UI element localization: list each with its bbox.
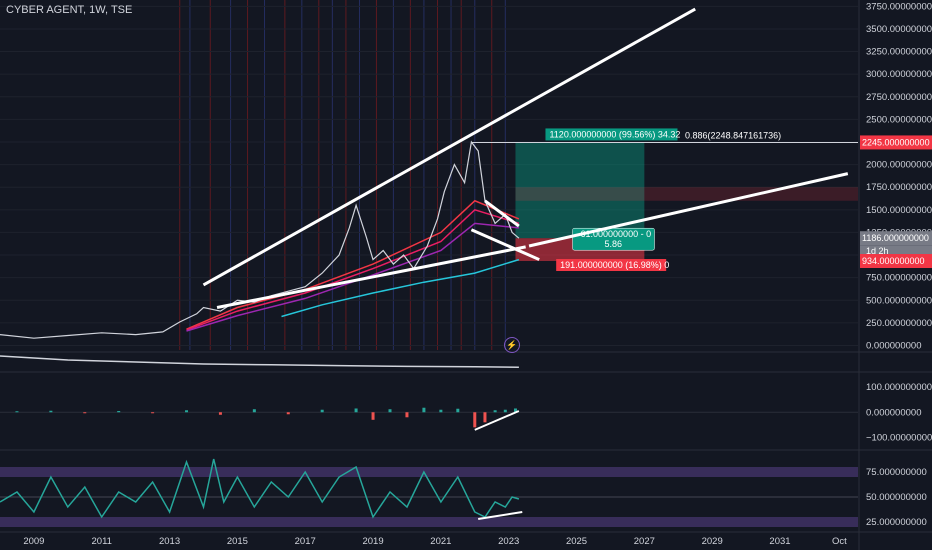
price-tick-label: 3000.000000000	[866, 69, 932, 80]
oscillator-trendline	[474, 410, 520, 431]
oscillator-bar	[503, 409, 507, 413]
volume-pane	[0, 355, 519, 368]
oscillator-bar	[473, 412, 477, 428]
current-price-tag-countdown: 1d 2h	[866, 246, 889, 256]
time-tick-label: 2021	[430, 536, 451, 547]
time-tick-label: 2027	[634, 536, 655, 547]
resistance-zone	[515, 187, 858, 201]
oscillator-tick-label: −100.000000000	[866, 432, 932, 443]
oscillator-bar	[439, 409, 443, 413]
trendline	[202, 7, 696, 287]
oscillator-bar	[483, 412, 487, 423]
long-position-profit-zone	[515, 142, 645, 239]
current-price-tag: 1186.000000000	[862, 233, 929, 243]
target-price-tag: 2245.000000000	[862, 137, 930, 147]
event-vertical-lines	[179, 0, 506, 350]
time-tick-label: 2013	[159, 536, 180, 547]
oscillator-bar	[513, 408, 517, 413]
price-tick-label: 1500.000000000	[866, 205, 932, 216]
volume-line	[0, 355, 519, 368]
oscillator-bar	[286, 412, 290, 415]
fib-label: 0.886(2248.847161736)	[685, 130, 781, 140]
profit-label: 1120.000000000 (99.56%) 34.32	[549, 129, 680, 139]
moving-average-line	[186, 199, 520, 330]
oscillator-bar	[320, 409, 324, 413]
oscillator-bar	[456, 408, 460, 413]
price-tick-label: 2750.000000000	[866, 92, 932, 103]
center-label-line-2: 5.86	[605, 239, 623, 249]
time-tick-label: 2029	[702, 536, 723, 547]
moving-average-line	[186, 208, 520, 331]
loss-label: 191.000000000 (16.98%) 0	[560, 260, 669, 270]
rsi-lower-band	[0, 517, 858, 527]
trendline	[470, 228, 540, 261]
oscillator-bar	[117, 411, 121, 413]
price-tick-label: 500.000000000	[866, 295, 932, 306]
price-line	[0, 140, 520, 339]
price-tick-label: 250.000000000	[866, 318, 932, 329]
oscillator-bar	[83, 412, 87, 414]
loss-label-bg	[556, 259, 667, 272]
price-tick-label: 2000.000000000	[866, 160, 932, 171]
moving-average-line	[281, 258, 520, 318]
rsi-pane	[0, 458, 858, 527]
time-tick-label: 2025	[566, 536, 587, 547]
target-price-tag-bg	[860, 135, 932, 150]
time-tick-label: Oct	[832, 536, 847, 547]
chart-title: CYBER AGENT, 1W, TSE	[6, 4, 133, 16]
trendline	[484, 199, 520, 228]
rsi-tick-label: 25.000000000	[866, 517, 927, 528]
time-axis[interactable]: 2009 2011 2013 2015 2017 2019 2021 2023 2025 2027…	[23, 536, 847, 547]
oscillator-tick-label: 0.000000000	[866, 407, 921, 418]
price-tick-label: 3750.000000000	[866, 1, 932, 12]
oscillator-bar	[185, 410, 189, 413]
rsi-trendline	[478, 511, 523, 520]
oscillator-tick-label: 100.000000000	[866, 382, 932, 393]
oscillator-pane	[0, 407, 858, 431]
price-pane: 0.886(2248.847161736) 1120.000000000 (99.…	[0, 5, 858, 346]
rsi-tick-label: 75.000000000	[866, 467, 927, 478]
moving-average-line	[186, 222, 519, 332]
oscillator-bar	[405, 412, 409, 418]
oscillator-bar	[252, 409, 256, 413]
time-tick-label: 2019	[362, 536, 383, 547]
current-price-tag-extra-bg	[860, 245, 932, 258]
oscillator-bar	[49, 410, 53, 413]
time-tick-label: 2017	[295, 536, 316, 547]
oscillator-bar	[422, 407, 426, 413]
time-tick-label: 2011	[92, 536, 112, 547]
lightning-icon[interactable]: ⚡	[504, 337, 520, 353]
oscillator-bar	[354, 408, 358, 413]
center-label-line-1: 61.000000000 - 0	[581, 229, 652, 239]
trendline	[528, 172, 849, 248]
time-tick-label: 2009	[23, 536, 44, 547]
oscillator-bar	[218, 412, 222, 415]
price-tick-label: 3250.000000000	[866, 47, 932, 58]
price-tick-label: 3500.000000000	[866, 24, 932, 35]
oscillator-bar	[388, 409, 392, 413]
price-tick-label: 750.000000000	[866, 273, 932, 284]
price-tick-label: 1750.000000000	[866, 182, 932, 193]
oscillator-bar	[371, 412, 375, 420]
trendline	[216, 245, 526, 309]
profit-label-bg	[545, 128, 678, 141]
oscillator-bar	[15, 411, 19, 413]
price-tick-label: 2500.000000000	[866, 114, 932, 125]
price-tick-label: 0.000000000	[866, 340, 921, 351]
rsi-upper-band	[0, 467, 858, 477]
stop-price-tag: 934.000000000	[862, 256, 925, 266]
rsi-line	[0, 458, 520, 519]
time-tick-label: 2031	[769, 536, 790, 547]
rsi-tick-label: 50.000000000	[866, 492, 927, 503]
stop-price-tag-bg	[860, 254, 932, 269]
oscillator-bar	[493, 410, 497, 413]
oscillator-bar	[151, 412, 155, 414]
time-tick-label: 2015	[227, 536, 248, 547]
time-tick-label: 2023	[498, 536, 519, 547]
current-price-tag-bg	[860, 231, 932, 246]
